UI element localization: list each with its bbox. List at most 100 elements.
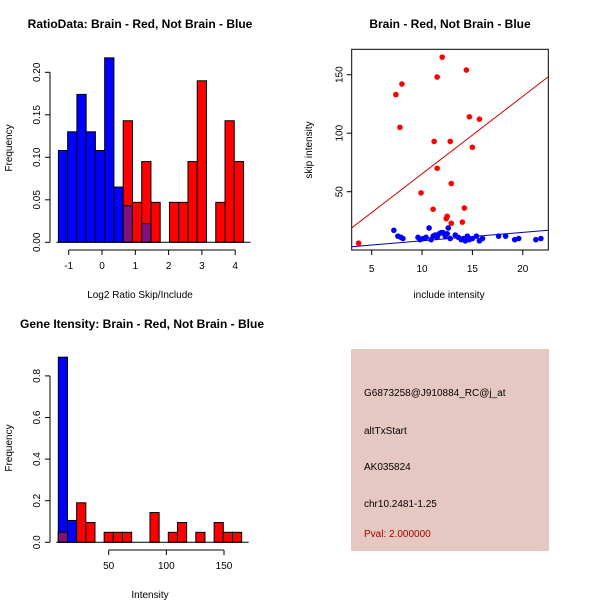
x-axis-label: Log2 Ratio Skip/Include bbox=[87, 290, 193, 301]
bar-brain bbox=[224, 120, 235, 243]
point-brain bbox=[443, 215, 450, 222]
bar-not-brain bbox=[76, 93, 87, 243]
point-not-brain bbox=[502, 233, 509, 239]
point-not-brain bbox=[400, 235, 406, 242]
bar-brain bbox=[149, 512, 160, 543]
point-not-brain bbox=[515, 235, 522, 242]
x-axis-label: include intensity bbox=[413, 290, 484, 301]
x-tick-label: 150 bbox=[216, 561, 233, 572]
bar-brain bbox=[167, 531, 178, 543]
point-brain bbox=[476, 116, 483, 122]
accession: AK035824 bbox=[364, 462, 411, 473]
bar-brain bbox=[150, 201, 161, 243]
intensity-histogram: Gene Itensity: Brain - Red, Not Brain - … bbox=[4, 317, 264, 600]
x-tick-label: 0 bbox=[99, 261, 105, 272]
point-not-brain bbox=[426, 225, 432, 231]
y-tick-label: 0.15 bbox=[32, 105, 43, 125]
y-tick-label: 0.0 bbox=[32, 535, 43, 549]
bar-brain bbox=[213, 522, 224, 543]
bar-overlap bbox=[122, 205, 133, 243]
intensity-scatter: Brain - Red, Not Brain - Blue include in… bbox=[304, 17, 549, 301]
point-brain bbox=[469, 144, 476, 151]
x-tick-label: -1 bbox=[64, 261, 73, 272]
x-axis-label: Intensity bbox=[131, 590, 168, 600]
point-not-brain bbox=[423, 234, 429, 241]
bar-brain bbox=[168, 201, 180, 243]
point-not-brain bbox=[533, 236, 539, 243]
y-tick-label: 50 bbox=[335, 186, 346, 198]
bar-brain bbox=[233, 161, 245, 243]
bar-overlap bbox=[141, 223, 152, 243]
x-tick-label: 100 bbox=[158, 561, 175, 572]
plot-frame bbox=[351, 48, 549, 251]
chart-title: RatioData: Brain - Red, Not Brain - Blue bbox=[28, 17, 253, 31]
point-brain bbox=[393, 91, 399, 98]
bar-not-brain bbox=[113, 186, 124, 243]
point-not-brain bbox=[391, 227, 397, 234]
point-brain bbox=[399, 81, 405, 87]
point-brain bbox=[459, 219, 466, 225]
chart-title: Brain - Red, Not Brain - Blue bbox=[369, 17, 531, 31]
point-not-brain bbox=[447, 235, 454, 242]
bar-not-brain bbox=[85, 131, 96, 243]
y-tick-label: 0.05 bbox=[32, 190, 43, 210]
bar-not-brain bbox=[67, 131, 78, 243]
bar-brain bbox=[178, 201, 189, 243]
ratio-histogram: RatioData: Brain - Red, Not Brain - Blue… bbox=[4, 17, 253, 301]
bar-not-brain bbox=[57, 356, 68, 543]
y-tick-label: 0.4 bbox=[32, 452, 43, 466]
bar-brain bbox=[121, 531, 133, 543]
x-tick-label: 2 bbox=[166, 261, 172, 272]
point-not-brain bbox=[479, 235, 486, 242]
point-not-brain bbox=[473, 233, 480, 239]
bar-not-brain bbox=[66, 519, 78, 543]
y-axis-label: skip intensity bbox=[304, 121, 315, 178]
y-tick-label: 0.6 bbox=[32, 410, 43, 424]
bar-brain bbox=[215, 201, 226, 243]
point-brain bbox=[448, 220, 455, 227]
bar-brain bbox=[112, 531, 123, 543]
y-tick-label: 100 bbox=[335, 124, 346, 141]
bar-brain bbox=[195, 531, 206, 543]
location: chr10.2481-1.25 bbox=[364, 499, 437, 510]
y-tick-label: 0.2 bbox=[32, 493, 43, 507]
point-not-brain bbox=[444, 231, 451, 237]
point-not-brain bbox=[538, 235, 544, 242]
x-tick-label: 3 bbox=[199, 261, 205, 272]
info-panel: G6873258@J910884_RC@j_at altTxStart AK03… bbox=[351, 349, 549, 551]
y-tick-label: 150 bbox=[335, 66, 346, 83]
point-brain bbox=[418, 190, 424, 196]
point-brain bbox=[434, 74, 440, 80]
point-brain bbox=[447, 138, 454, 145]
x-tick-label: 4 bbox=[232, 261, 238, 272]
bar-not-brain bbox=[104, 57, 115, 243]
probe-id: G6873258@J910884_RC@j_at bbox=[364, 388, 506, 399]
bar-brain bbox=[176, 522, 188, 543]
y-tick-label: 0.20 bbox=[32, 62, 43, 82]
point-brain bbox=[434, 165, 440, 172]
point-brain bbox=[397, 124, 403, 131]
point-brain bbox=[463, 67, 470, 73]
point-not-brain bbox=[445, 225, 452, 231]
y-tick-label: 0.10 bbox=[32, 147, 43, 167]
x-tick-label: 15 bbox=[467, 264, 479, 275]
pval: Pval: 2.000000 bbox=[364, 529, 431, 540]
x-tick-label: 10 bbox=[416, 264, 428, 275]
bar-overlap bbox=[57, 531, 68, 543]
point-brain bbox=[466, 114, 473, 120]
event-type: altTxStart bbox=[364, 426, 407, 437]
y-tick-label: 0.00 bbox=[32, 232, 43, 252]
bar-brain bbox=[131, 201, 143, 243]
y-axis-label: Frequency bbox=[4, 424, 15, 471]
x-tick-label: 20 bbox=[517, 264, 529, 275]
point-brain bbox=[431, 138, 437, 145]
point-brain bbox=[355, 240, 362, 246]
bar-brain bbox=[76, 502, 87, 543]
point-not-brain bbox=[495, 233, 502, 239]
y-tick-label: 0.8 bbox=[32, 369, 43, 383]
bar-brain bbox=[103, 531, 114, 543]
bar-brain bbox=[196, 80, 207, 243]
x-tick-label: 50 bbox=[103, 561, 115, 572]
point-brain bbox=[439, 54, 445, 60]
x-tick-label: 1 bbox=[133, 261, 139, 272]
